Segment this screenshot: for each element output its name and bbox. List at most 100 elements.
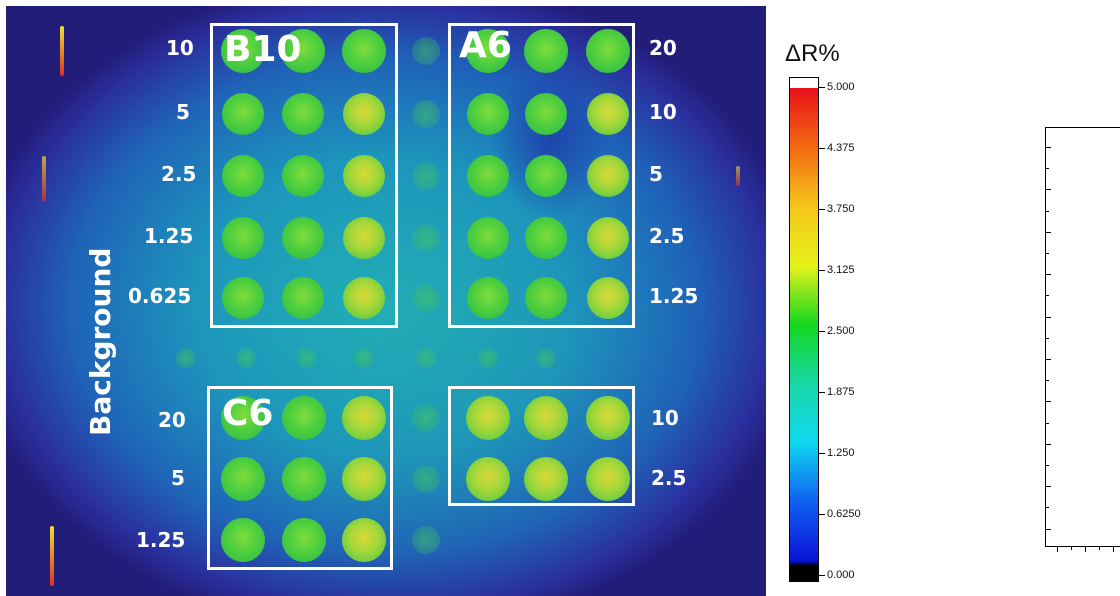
colorbar-tick <box>819 514 825 515</box>
colorbar-tick <box>819 87 825 88</box>
spot <box>343 217 385 259</box>
conc-left-3: 2.5 <box>161 162 197 186</box>
spot <box>412 100 440 128</box>
spot <box>222 217 264 259</box>
spot <box>587 155 629 197</box>
colorbar: ΔR% 5.000 4.375 3.750 3.125 2.500 1.875 1.250 0… <box>775 30 905 582</box>
spot <box>221 29 265 73</box>
y-axis-tick <box>1045 253 1049 254</box>
spot <box>587 277 629 319</box>
spot <box>412 37 440 65</box>
conc-left-5: 0.625 <box>128 284 192 308</box>
conc-left-1: 10 <box>166 36 194 60</box>
spot <box>412 224 440 252</box>
y-axis-tick <box>1045 507 1049 509</box>
spot <box>282 518 326 562</box>
spot <box>586 457 630 501</box>
spot <box>282 93 324 135</box>
conc-lower-left-3: 1.25 <box>136 528 186 552</box>
y-axis-line <box>1045 127 1046 547</box>
y-axis-tick <box>1045 359 1051 360</box>
spot <box>412 284 440 312</box>
spot <box>282 396 326 440</box>
spot <box>342 518 386 562</box>
spot <box>222 155 264 197</box>
spot <box>343 277 385 319</box>
edge-streak-top <box>60 26 64 76</box>
spot <box>221 518 265 562</box>
spot <box>354 348 374 368</box>
spot <box>467 217 509 259</box>
colorbar-tick <box>819 209 825 210</box>
spot <box>342 396 386 440</box>
x-axis-line <box>1045 546 1120 547</box>
label-c6: C6 <box>222 393 274 434</box>
spot <box>343 155 385 197</box>
conc-right-2: 10 <box>649 100 677 124</box>
colorbar-gradient <box>789 77 819 582</box>
y-axis-tick <box>1045 465 1049 466</box>
y-axis-tick <box>1045 316 1051 318</box>
spot <box>412 465 440 493</box>
y-axis-tick <box>1045 443 1051 445</box>
colorbar-tick <box>819 575 825 576</box>
conc-lower-left-2: 5 <box>171 466 185 490</box>
y-axis-tick <box>1045 295 1049 297</box>
spot <box>343 93 385 135</box>
spot <box>466 29 510 73</box>
partial-axes <box>1040 125 1120 552</box>
spot <box>525 93 567 135</box>
axes-top-frame <box>1045 127 1120 128</box>
spot <box>282 277 324 319</box>
colorbar-tick <box>819 331 825 332</box>
edge-streak-bottom <box>50 526 54 586</box>
y-axis-tick <box>1045 274 1051 276</box>
spot <box>416 348 436 368</box>
conc-lower-left-1: 20 <box>158 408 186 432</box>
spot <box>342 29 386 73</box>
y-axis-tick <box>1045 168 1049 170</box>
y-axis-tick <box>1045 147 1051 148</box>
colorbar-tick-label: 0.6250 <box>827 508 861 520</box>
x-axis-tick <box>1099 546 1100 550</box>
spot <box>282 457 326 501</box>
colorbar-tick <box>819 453 825 454</box>
conc-right-1: 20 <box>649 36 677 60</box>
box-lower-right <box>448 386 635 506</box>
spot <box>176 348 196 368</box>
x-axis-tick <box>1057 546 1058 552</box>
y-axis-tick <box>1045 210 1049 212</box>
spot <box>412 162 440 190</box>
conc-right-4: 2.5 <box>649 224 685 248</box>
x-axis-tick <box>1085 546 1086 552</box>
colorbar-title: ΔR% <box>785 40 840 67</box>
spot <box>466 396 510 440</box>
colorbar-tick-label: 5.000 <box>827 81 855 93</box>
conc-left-4: 1.25 <box>144 224 194 248</box>
box-c6 <box>207 386 393 570</box>
spot <box>478 348 498 368</box>
spot <box>222 93 264 135</box>
label-a6: A6 <box>459 25 512 66</box>
box-b10 <box>210 23 398 328</box>
spot <box>282 155 324 197</box>
x-axis-tick <box>1071 546 1072 550</box>
spot <box>221 396 265 440</box>
edge-streak-mid <box>42 156 46 201</box>
spot <box>221 457 265 501</box>
spot <box>524 457 568 501</box>
spot <box>222 277 264 319</box>
y-axis-tick <box>1045 486 1051 488</box>
spot <box>524 29 568 73</box>
spot <box>525 155 567 197</box>
spot <box>467 277 509 319</box>
conc-right-5: 1.25 <box>649 284 699 308</box>
colorbar-tick-label: 3.750 <box>827 203 855 215</box>
conc-right-3: 5 <box>649 162 663 186</box>
colorbar-tick-label: 1.875 <box>827 386 855 398</box>
spot <box>587 93 629 135</box>
spot <box>236 348 256 368</box>
spot <box>467 155 509 197</box>
colorbar-tick-label: 4.375 <box>827 142 855 154</box>
y-axis-tick <box>1045 422 1049 424</box>
